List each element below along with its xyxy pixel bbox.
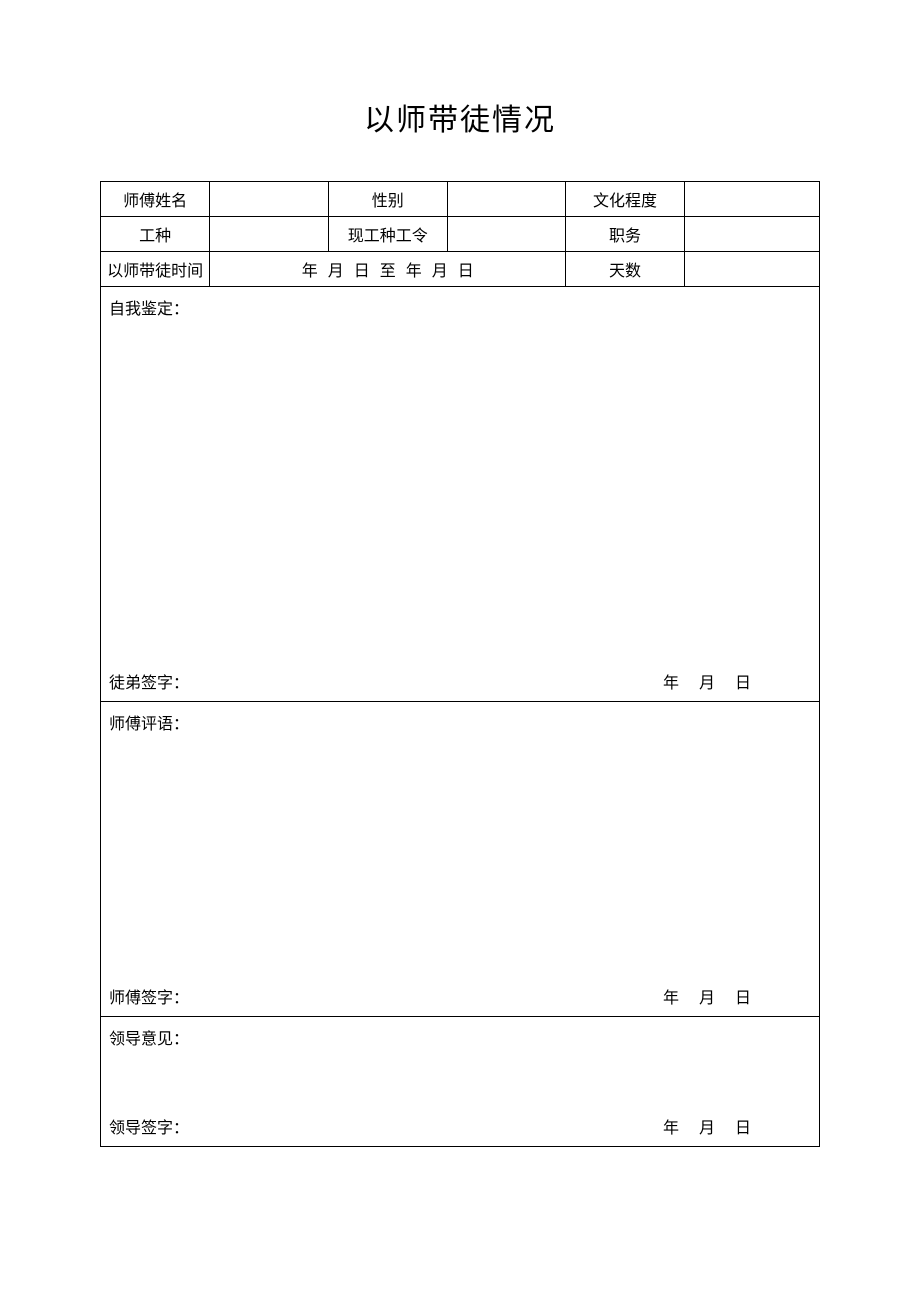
value-mentor-name [210, 182, 329, 217]
leader-sign-label: 领导签字： [109, 1114, 189, 1138]
mentor-comment-block: 师傅评语： 师傅签字： 年 月 日 [101, 702, 820, 1017]
value-education [684, 182, 819, 217]
label-post: 职务 [566, 217, 685, 252]
page-title: 以师带徒情况 [100, 95, 820, 139]
table-row: 工种 现工种工令 职务 [101, 217, 820, 252]
value-seniority [447, 217, 566, 252]
leader-comment-block: 领导意见： 领导签字： 年 月 日 [101, 1017, 820, 1147]
table-row: 自我鉴定： 徒弟签字： 年 月 日 [101, 287, 820, 702]
table-row: 师傅评语： 师傅签字： 年 月 日 [101, 702, 820, 1017]
leader-sign-date: 年 月 日 [663, 1114, 751, 1138]
mentor-comment-label: 师傅评语： [109, 710, 811, 734]
value-trade [210, 217, 329, 252]
value-period: 年 月 日 至 年 月 日 [210, 252, 566, 287]
label-period: 以师带徒时间 [101, 252, 210, 287]
value-post [684, 217, 819, 252]
label-trade: 工种 [101, 217, 210, 252]
value-gender [447, 182, 566, 217]
label-gender: 性别 [328, 182, 447, 217]
form-table: 师傅姓名 性别 文化程度 工种 现工种工令 职务 以师带徒时间 年 月 日 至 … [100, 181, 820, 1147]
table-row: 师傅姓名 性别 文化程度 [101, 182, 820, 217]
label-education: 文化程度 [566, 182, 685, 217]
leader-comment-label: 领导意见： [109, 1025, 811, 1049]
table-row: 领导意见： 领导签字： 年 月 日 [101, 1017, 820, 1147]
label-mentor-name: 师傅姓名 [101, 182, 210, 217]
self-assessment-label: 自我鉴定： [109, 295, 811, 319]
label-days: 天数 [566, 252, 685, 287]
apprentice-sign-label: 徒弟签字： [109, 669, 189, 693]
mentor-sign-label: 师傅签字： [109, 984, 189, 1008]
self-assessment-block: 自我鉴定： 徒弟签字： 年 月 日 [101, 287, 820, 702]
table-row: 以师带徒时间 年 月 日 至 年 月 日 天数 [101, 252, 820, 287]
mentor-sign-date: 年 月 日 [663, 984, 751, 1008]
label-seniority: 现工种工令 [328, 217, 447, 252]
apprentice-sign-date: 年 月 日 [663, 669, 751, 693]
value-days [684, 252, 819, 287]
